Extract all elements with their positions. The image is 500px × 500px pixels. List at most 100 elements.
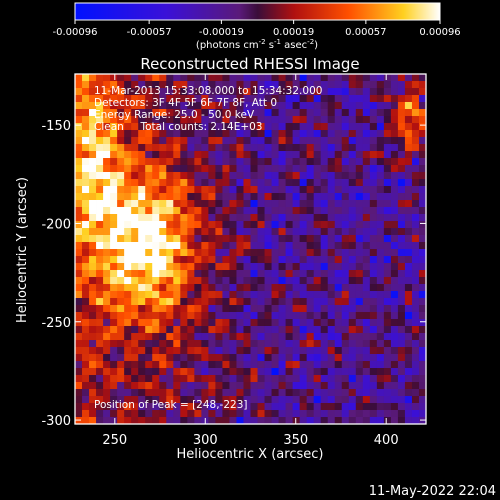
heatmap-cell bbox=[89, 200, 97, 208]
heatmap-cell bbox=[306, 95, 315, 103]
heatmap-cell bbox=[411, 312, 420, 320]
heatmap-cell bbox=[215, 144, 223, 152]
heatmap-cell bbox=[229, 333, 237, 341]
heatmap-cell bbox=[327, 263, 336, 271]
heatmap-cell bbox=[383, 312, 392, 320]
heatmap-cell bbox=[82, 375, 90, 383]
heatmap-cell bbox=[75, 284, 83, 292]
heatmap-cell bbox=[285, 214, 294, 222]
heatmap-cell bbox=[397, 235, 406, 243]
heatmap-cell bbox=[124, 123, 132, 131]
heatmap-cell bbox=[75, 151, 83, 159]
heatmap-cell bbox=[369, 361, 378, 369]
heatmap-cell bbox=[411, 151, 420, 159]
heatmap-cell bbox=[404, 284, 413, 292]
heatmap-cell bbox=[278, 130, 286, 138]
heatmap-cell bbox=[201, 151, 209, 159]
heatmap-cell bbox=[285, 123, 294, 131]
heatmap-cell bbox=[418, 298, 427, 306]
heatmap-cell bbox=[131, 382, 139, 390]
heatmap-cell bbox=[411, 410, 420, 418]
heatmap-cell bbox=[383, 249, 392, 257]
heatmap-cell bbox=[341, 361, 350, 369]
heatmap-cell bbox=[264, 74, 272, 82]
heatmap-cell bbox=[75, 74, 83, 82]
heatmap-cell bbox=[187, 109, 195, 117]
heatmap-cell bbox=[117, 298, 125, 306]
heatmap-cell bbox=[334, 284, 343, 292]
heatmap-cell bbox=[250, 158, 258, 166]
heatmap-cell bbox=[180, 130, 188, 138]
heatmap-cell bbox=[278, 228, 286, 236]
heatmap-cell bbox=[173, 144, 181, 152]
heatmap-cell bbox=[397, 375, 406, 383]
heatmap-cell bbox=[362, 333, 371, 341]
heatmap-cell bbox=[117, 109, 125, 117]
heatmap-cell bbox=[257, 305, 265, 313]
heatmap-cell bbox=[355, 186, 364, 194]
heatmap-cell bbox=[306, 256, 315, 264]
heatmap-cell bbox=[166, 389, 174, 397]
heatmap-cell bbox=[152, 319, 160, 327]
heatmap-cell bbox=[103, 312, 111, 320]
heatmap-cell bbox=[376, 347, 385, 355]
heatmap-cell bbox=[110, 137, 118, 145]
heatmap-cell bbox=[236, 347, 244, 355]
heatmap-cell bbox=[334, 144, 343, 152]
heatmap-cell bbox=[250, 375, 258, 383]
heatmap-cell bbox=[299, 347, 308, 355]
heatmap-cell bbox=[285, 312, 294, 320]
heatmap-cell bbox=[348, 130, 357, 138]
heatmap-cell bbox=[180, 284, 188, 292]
heatmap-cell bbox=[124, 165, 132, 173]
heatmap-cell bbox=[131, 95, 139, 103]
heatmap-cell bbox=[215, 298, 223, 306]
heatmap-cell bbox=[89, 116, 97, 124]
heatmap-cell bbox=[180, 123, 188, 131]
heatmap-cell bbox=[103, 326, 111, 334]
heatmap-cell bbox=[404, 417, 413, 425]
heatmap-cell bbox=[180, 81, 188, 89]
heatmap-cell bbox=[376, 95, 385, 103]
heatmap-cell bbox=[187, 319, 195, 327]
heatmap-cell bbox=[215, 74, 223, 82]
heatmap-cell bbox=[362, 368, 371, 376]
heatmap-cell bbox=[334, 172, 343, 180]
heatmap-cell bbox=[411, 305, 420, 313]
heatmap-cell bbox=[369, 403, 378, 411]
heatmap-cell bbox=[236, 158, 244, 166]
heatmap-cell bbox=[383, 123, 392, 131]
heatmap-cell bbox=[124, 298, 132, 306]
heatmap-cell bbox=[222, 333, 230, 341]
heatmap-cell bbox=[299, 74, 308, 82]
heatmap-cell bbox=[138, 361, 146, 369]
heatmap-cell bbox=[341, 74, 350, 82]
heatmap-cell bbox=[124, 361, 132, 369]
heatmap-cell bbox=[390, 410, 399, 418]
heatmap-cell bbox=[341, 207, 350, 215]
heatmap-cell bbox=[285, 389, 294, 397]
heatmap-cell bbox=[117, 74, 125, 82]
heatmap-cell bbox=[180, 249, 188, 257]
heatmap-cell bbox=[376, 305, 385, 313]
heatmap-cell bbox=[103, 249, 111, 257]
heatmap-cell bbox=[131, 291, 139, 299]
heatmap-cell bbox=[306, 319, 315, 327]
heatmap-cell bbox=[103, 228, 111, 236]
heatmap-cell bbox=[313, 179, 322, 187]
heatmap-cell bbox=[257, 410, 265, 418]
heatmap-cell bbox=[348, 291, 357, 299]
heatmap-cell bbox=[173, 235, 181, 243]
heatmap-cell bbox=[369, 312, 378, 320]
heatmap-cell bbox=[383, 361, 392, 369]
heatmap-cell bbox=[208, 165, 216, 173]
heatmap-cell bbox=[383, 130, 392, 138]
heatmap-cell bbox=[173, 158, 181, 166]
heatmap-cell bbox=[348, 410, 357, 418]
heatmap-cell bbox=[348, 403, 357, 411]
heatmap-cell bbox=[285, 179, 294, 187]
heatmap-cell bbox=[96, 95, 104, 103]
heatmap-cell bbox=[383, 263, 392, 271]
heatmap-cell bbox=[348, 165, 357, 173]
heatmap-cell bbox=[383, 207, 392, 215]
